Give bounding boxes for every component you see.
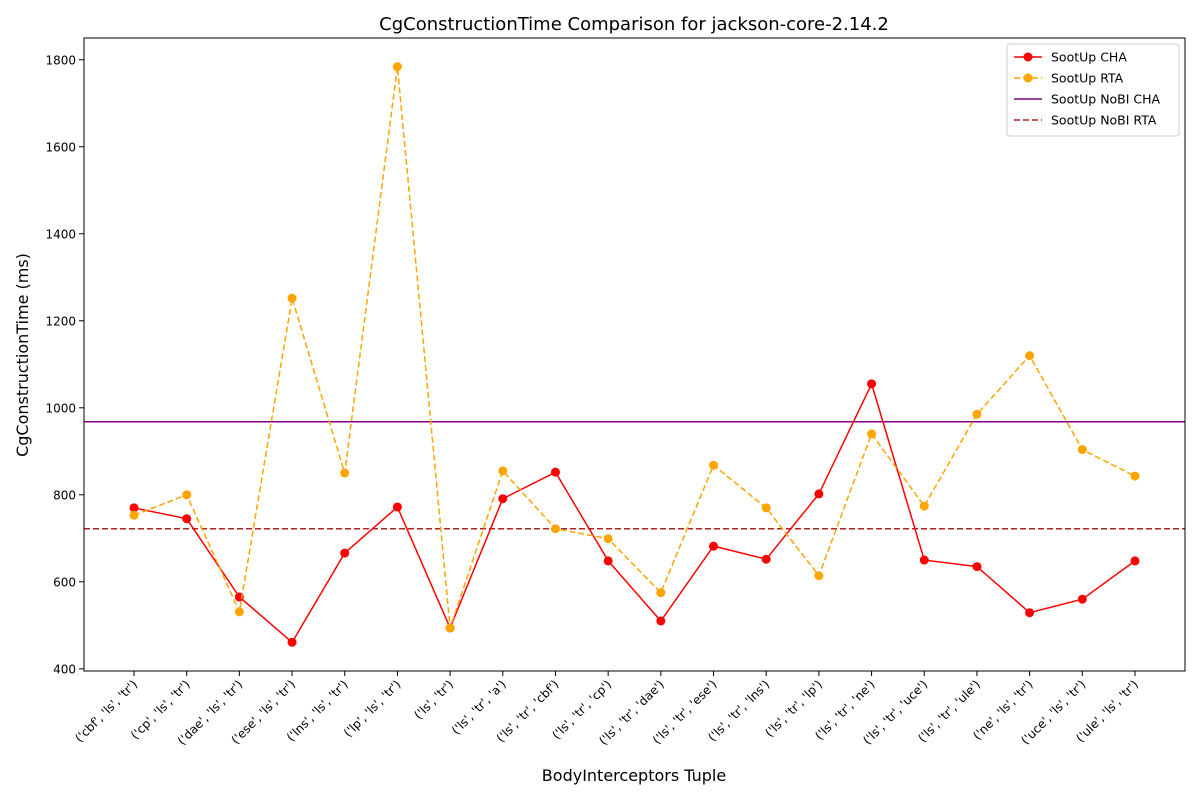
data-point-0 bbox=[498, 494, 508, 504]
series-line-1 bbox=[133, 66, 1136, 629]
data-point-0 bbox=[867, 379, 877, 389]
data-point-0 bbox=[656, 616, 666, 626]
legend-label: SootUp NoBI CHA bbox=[1051, 92, 1161, 107]
x-axis-ticks: ('cbf', 'ls', 'tr')('cp', 'ls', 'tr')('d… bbox=[72, 671, 1141, 748]
data-point-0 bbox=[603, 556, 613, 566]
data-point-0 bbox=[919, 555, 929, 565]
data-point-1 bbox=[445, 623, 455, 633]
data-point-0 bbox=[550, 467, 560, 477]
data-point-1 bbox=[972, 409, 982, 419]
data-point-1 bbox=[234, 607, 244, 617]
y-tick-label: 400 bbox=[53, 662, 76, 676]
data-point-1 bbox=[550, 524, 560, 534]
data-point-0 bbox=[814, 489, 824, 499]
legend-label: SootUp CHA bbox=[1051, 50, 1127, 65]
legend-marker bbox=[1023, 52, 1033, 62]
chart-title: CgConstructionTime Comparison for jackso… bbox=[379, 14, 889, 35]
data-point-0 bbox=[392, 502, 402, 512]
data-point-1 bbox=[1025, 351, 1035, 361]
data-point-1 bbox=[392, 62, 402, 72]
data-point-1 bbox=[340, 468, 350, 478]
y-tick-label: 1200 bbox=[45, 314, 76, 328]
legend-label: SootUp NoBI RTA bbox=[1051, 113, 1157, 128]
data-point-1 bbox=[814, 571, 824, 581]
data-point-1 bbox=[182, 490, 192, 500]
y-tick-label: 1000 bbox=[45, 401, 76, 415]
data-point-0 bbox=[182, 514, 192, 524]
x-axis-label: BodyInterceptors Tuple bbox=[542, 766, 726, 785]
y-tick-label: 600 bbox=[53, 575, 76, 589]
data-point-0 bbox=[287, 637, 297, 647]
legend-marker bbox=[1023, 73, 1033, 83]
y-tick-label: 1800 bbox=[45, 53, 76, 67]
legend-label: SootUp RTA bbox=[1051, 71, 1124, 86]
data-point-0 bbox=[129, 503, 139, 513]
plot-frame bbox=[83, 37, 1186, 672]
y-axis-ticks: 400 600 800 1000 1200 1400 1600 1800 bbox=[45, 53, 84, 676]
plot-area bbox=[84, 62, 1185, 647]
y-tick-label: 1600 bbox=[45, 140, 76, 154]
data-point-1 bbox=[919, 501, 929, 511]
data-point-1 bbox=[867, 429, 877, 439]
y-tick-label: 1400 bbox=[45, 227, 76, 241]
data-point-1 bbox=[603, 534, 613, 544]
data-point-1 bbox=[129, 510, 139, 520]
data-point-1 bbox=[1077, 445, 1087, 455]
y-tick-label: 800 bbox=[53, 488, 76, 502]
data-point-0 bbox=[1130, 556, 1140, 566]
data-point-1 bbox=[498, 466, 508, 476]
data-point-1 bbox=[656, 588, 666, 598]
data-point-1 bbox=[287, 293, 297, 303]
data-point-0 bbox=[761, 554, 771, 564]
y-axis-label: CgConstructionTime (ms) bbox=[13, 253, 32, 457]
data-point-1 bbox=[761, 503, 771, 513]
data-point-1 bbox=[709, 460, 719, 470]
data-point-0 bbox=[1025, 608, 1035, 618]
data-point-0 bbox=[1077, 594, 1087, 604]
data-point-0 bbox=[340, 548, 350, 558]
series-line-0 bbox=[133, 381, 1136, 644]
x-tick-label: ('ls', 'tr') bbox=[411, 677, 456, 722]
legend: SootUp CHA SootUp RTA SootUp NoBI CHA SootU… bbox=[1006, 43, 1180, 137]
data-point-0 bbox=[972, 562, 982, 572]
data-point-0 bbox=[709, 541, 719, 551]
data-point-1 bbox=[1130, 471, 1140, 481]
legend-box bbox=[1006, 43, 1180, 137]
